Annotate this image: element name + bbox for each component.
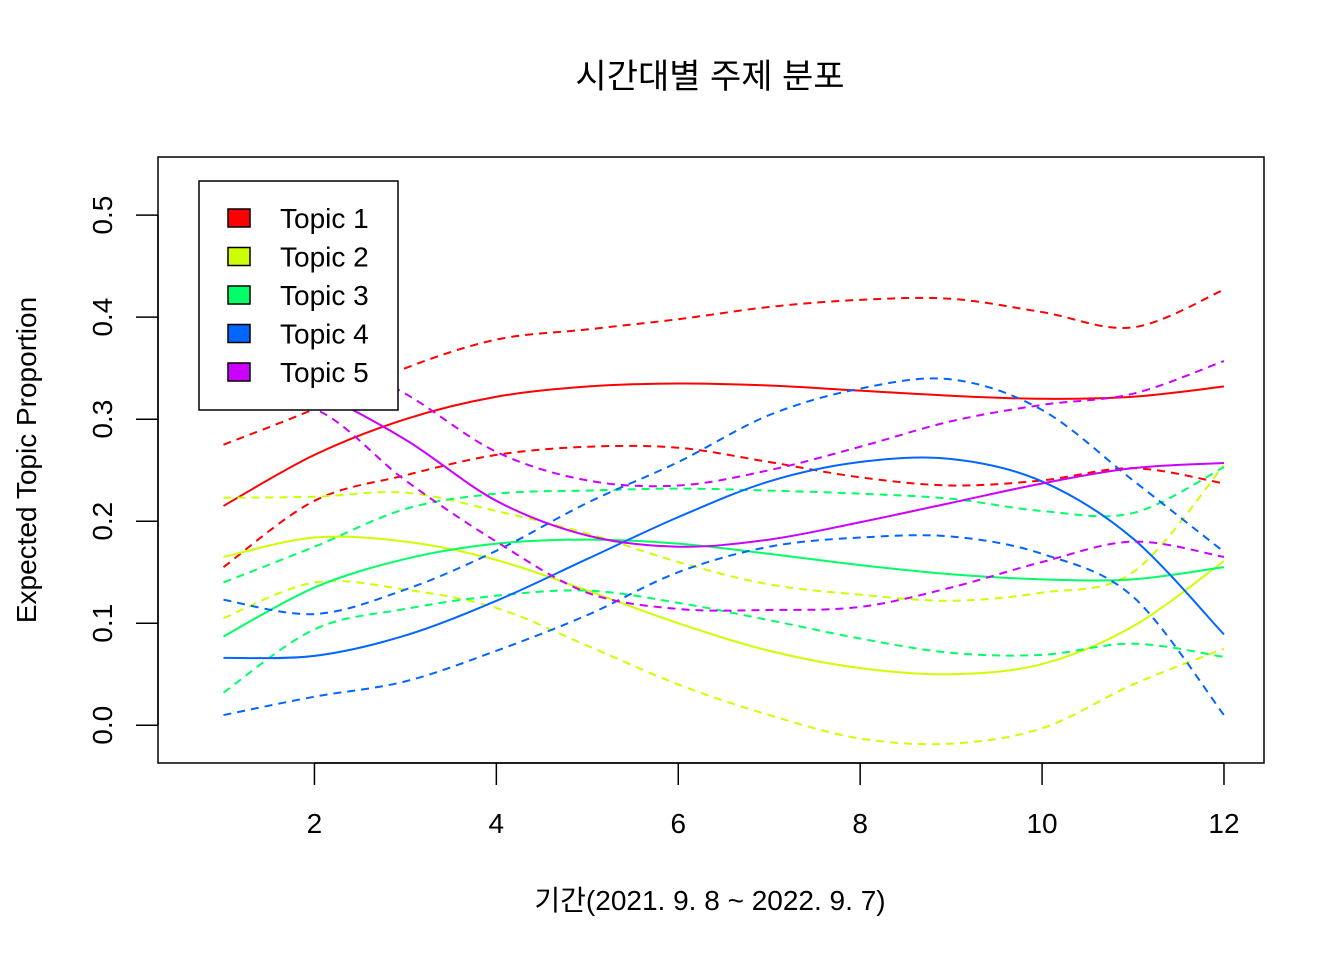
legend-label: Topic 2 (280, 242, 369, 273)
topic-1-mean-line (223, 382, 1225, 507)
chart-title: 시간대별 주제 분포 (575, 58, 844, 96)
series-topic-2 (223, 464, 1225, 746)
topic-3-upper-band (223, 466, 1225, 584)
topic-5-mean-line (223, 362, 1225, 548)
legend-item-topic-5: Topic 5 (227, 357, 369, 388)
topic-4-mean-line (223, 456, 1225, 660)
series-topic-5 (223, 321, 1225, 612)
x-axis: 2 4 6 8 10 12 (307, 762, 1240, 839)
y-tick-label: 0.1 (87, 604, 118, 643)
legend: Topic 1 Topic 2 Topic 3 Topic 4 Topic 5 (198, 180, 399, 411)
legend-swatch (227, 246, 251, 267)
x-axis-label: 기간(2021. 9. 8 ~ 2022. 9. 7) (534, 885, 885, 916)
topic-3-lower-band (222, 589, 1225, 694)
legend-item-topic-3: Topic 3 (227, 280, 369, 311)
topic-4-lower-band (223, 534, 1225, 717)
topic-2-mean-line (223, 535, 1225, 676)
legend-item-topic-2: Topic 2 (227, 242, 369, 273)
topic-1-lower-band (222, 444, 1225, 568)
legend-item-topic-1: Topic 1 (227, 203, 369, 234)
x-tick-label: 6 (670, 808, 686, 839)
legend-swatch (227, 362, 251, 382)
series-topic-4 (223, 377, 1225, 717)
topic-5-upper-band (223, 321, 1225, 488)
topic-5-lower-band (223, 402, 1225, 612)
legend-swatch (227, 323, 251, 344)
topic-4-upper-band (223, 377, 1225, 616)
topic-3-mean-line (223, 538, 1225, 638)
y-tick-label: 0.3 (87, 400, 118, 439)
x-tick-label: 2 (307, 808, 323, 839)
legend-label: Topic 5 (280, 357, 369, 388)
y-tick-label: 0.0 (87, 706, 118, 745)
y-axis: 0.0 0.1 0.2 0.3 0.4 0.5 (87, 196, 159, 745)
x-tick-label: 12 (1208, 808, 1239, 839)
y-tick-label: 0.5 (87, 196, 118, 235)
y-tick-label: 0.2 (87, 502, 118, 541)
x-tick-label: 10 (1026, 808, 1057, 839)
series-layer (222, 288, 1225, 746)
legend-swatch (227, 208, 251, 228)
topic-2-lower-band (223, 579, 1225, 746)
legend-label: Topic 1 (280, 203, 369, 234)
legend-label: Topic 4 (280, 319, 369, 350)
x-tick-label: 8 (852, 808, 868, 839)
legend-label: Topic 3 (280, 280, 369, 311)
x-tick-label: 4 (489, 808, 505, 839)
series-topic-3 (222, 466, 1225, 694)
legend-swatch (227, 285, 251, 305)
legend-item-topic-4: Topic 4 (227, 319, 369, 350)
topic-2-upper-band (223, 464, 1225, 602)
y-axis-label: Expected Topic Proportion (11, 297, 42, 623)
y-tick-label: 0.4 (87, 298, 118, 337)
